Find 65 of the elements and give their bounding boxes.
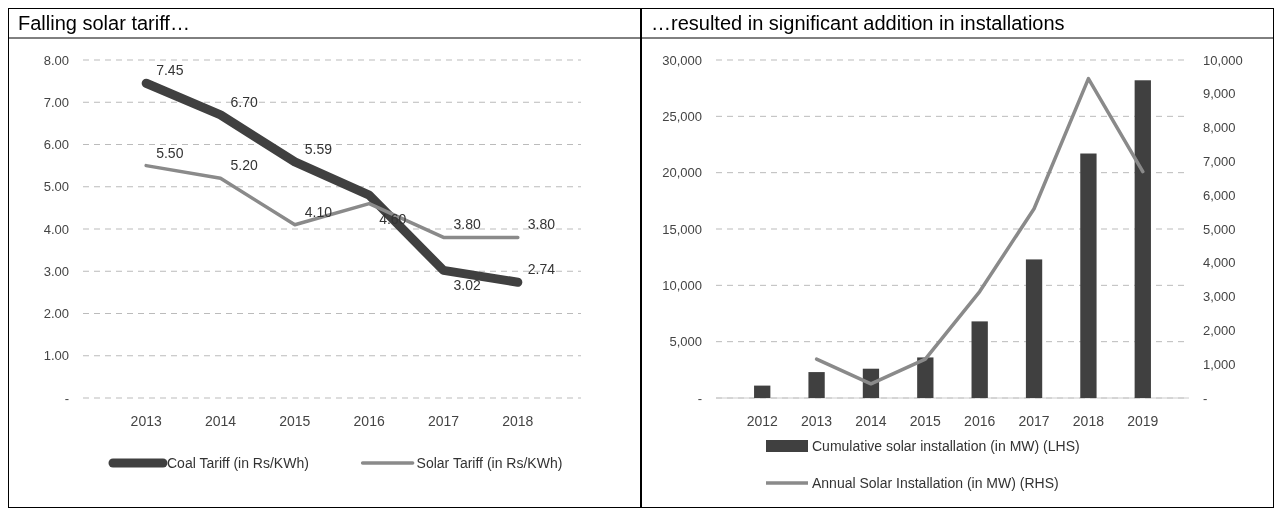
x-tick-label: 2013 xyxy=(801,413,833,429)
bar xyxy=(971,321,988,398)
x-tick-label: 2018 xyxy=(502,413,534,429)
y-tick-label: 25,000 xyxy=(662,108,702,124)
y-tick-label: 20,000 xyxy=(662,165,702,181)
bar xyxy=(1080,153,1097,398)
x-tick-label: 2019 xyxy=(1127,413,1159,429)
line-series xyxy=(814,76,1145,386)
y-tick-label: 7.00 xyxy=(43,94,69,110)
y-tick-label: 1.00 xyxy=(43,348,69,364)
y-tick-label: 5.00 xyxy=(43,179,69,195)
data-label: 5.20 xyxy=(230,157,258,174)
bar xyxy=(1025,259,1043,398)
x-tick-label: 2013 xyxy=(130,413,162,429)
y-tick-label: 3.00 xyxy=(43,263,69,279)
data-label: 2.74 xyxy=(527,261,556,278)
y2-tick-label: 6,000 xyxy=(1203,187,1236,203)
bar xyxy=(1134,80,1151,398)
y2-tick-label: - xyxy=(1203,390,1208,406)
data-label: 5.50 xyxy=(156,144,184,161)
x-tick-label: 2016 xyxy=(353,413,385,429)
y2-tick-label: 2,000 xyxy=(1203,322,1236,338)
y2-tick-label: 4,000 xyxy=(1203,255,1236,271)
y-tick-label: 6.00 xyxy=(43,137,69,153)
y-tick-label: 2.00 xyxy=(43,306,69,322)
data-label: 3.80 xyxy=(527,216,556,233)
y-tick-label: 15,000 xyxy=(662,221,702,237)
x-tick-label: 2012 xyxy=(746,413,778,429)
chart-title: Falling solar tariff… xyxy=(18,12,190,34)
data-label: 3.80 xyxy=(453,216,481,233)
legend-label: Cumulative solar installation (in MW) (LHS) xyxy=(812,437,1080,454)
data-label: 5.59 xyxy=(304,140,333,157)
y-tick-label: - xyxy=(697,390,702,406)
y2-tick-label: 9,000 xyxy=(1203,86,1236,102)
y-tick-label: 4.00 xyxy=(43,221,69,237)
chart-title: …resulted in significant addition in installations xyxy=(651,12,1065,34)
y2-tick-label: 3,000 xyxy=(1203,289,1236,305)
y2-tick-label: 8,000 xyxy=(1203,120,1236,136)
x-tick-label: 2016 xyxy=(964,413,996,429)
y2-tick-label: 10,000 xyxy=(1203,52,1243,68)
data-label: 6.70 xyxy=(230,93,258,110)
x-tick-label: 2014 xyxy=(855,413,887,429)
x-tick-label: 2017 xyxy=(1018,413,1050,429)
y-tick-label: - xyxy=(64,390,69,406)
x-tick-label: 2018 xyxy=(1072,413,1105,429)
x-tick-label: 2015 xyxy=(279,413,311,429)
x-tick-label: 2015 xyxy=(909,413,942,429)
data-label: 7.45 xyxy=(156,62,184,79)
x-tick-label: 2017 xyxy=(427,413,460,429)
data-label: 3.02 xyxy=(453,277,481,294)
bar xyxy=(917,357,934,398)
legend-label: Annual Solar Installation (in MW) (RHS) xyxy=(812,474,1059,491)
bar xyxy=(754,385,771,398)
y-tick-label: 8.00 xyxy=(43,52,69,68)
y-tick-label: 30,000 xyxy=(662,52,702,68)
y2-tick-label: 5,000 xyxy=(1203,221,1236,237)
legend-label: Coal Tariff (in Rs/KWh) xyxy=(167,454,309,471)
y-tick-label: 10,000 xyxy=(662,277,702,293)
y2-tick-label: 7,000 xyxy=(1203,153,1236,169)
data-label: 4.10 xyxy=(304,203,333,220)
legend-label: Solar Tariff (in Rs/KWh) xyxy=(416,454,563,471)
bar xyxy=(808,372,825,398)
y-tick-label: 5,000 xyxy=(669,334,702,350)
x-tick-label: 2014 xyxy=(204,413,237,429)
y2-tick-label: 1,000 xyxy=(1203,356,1236,372)
